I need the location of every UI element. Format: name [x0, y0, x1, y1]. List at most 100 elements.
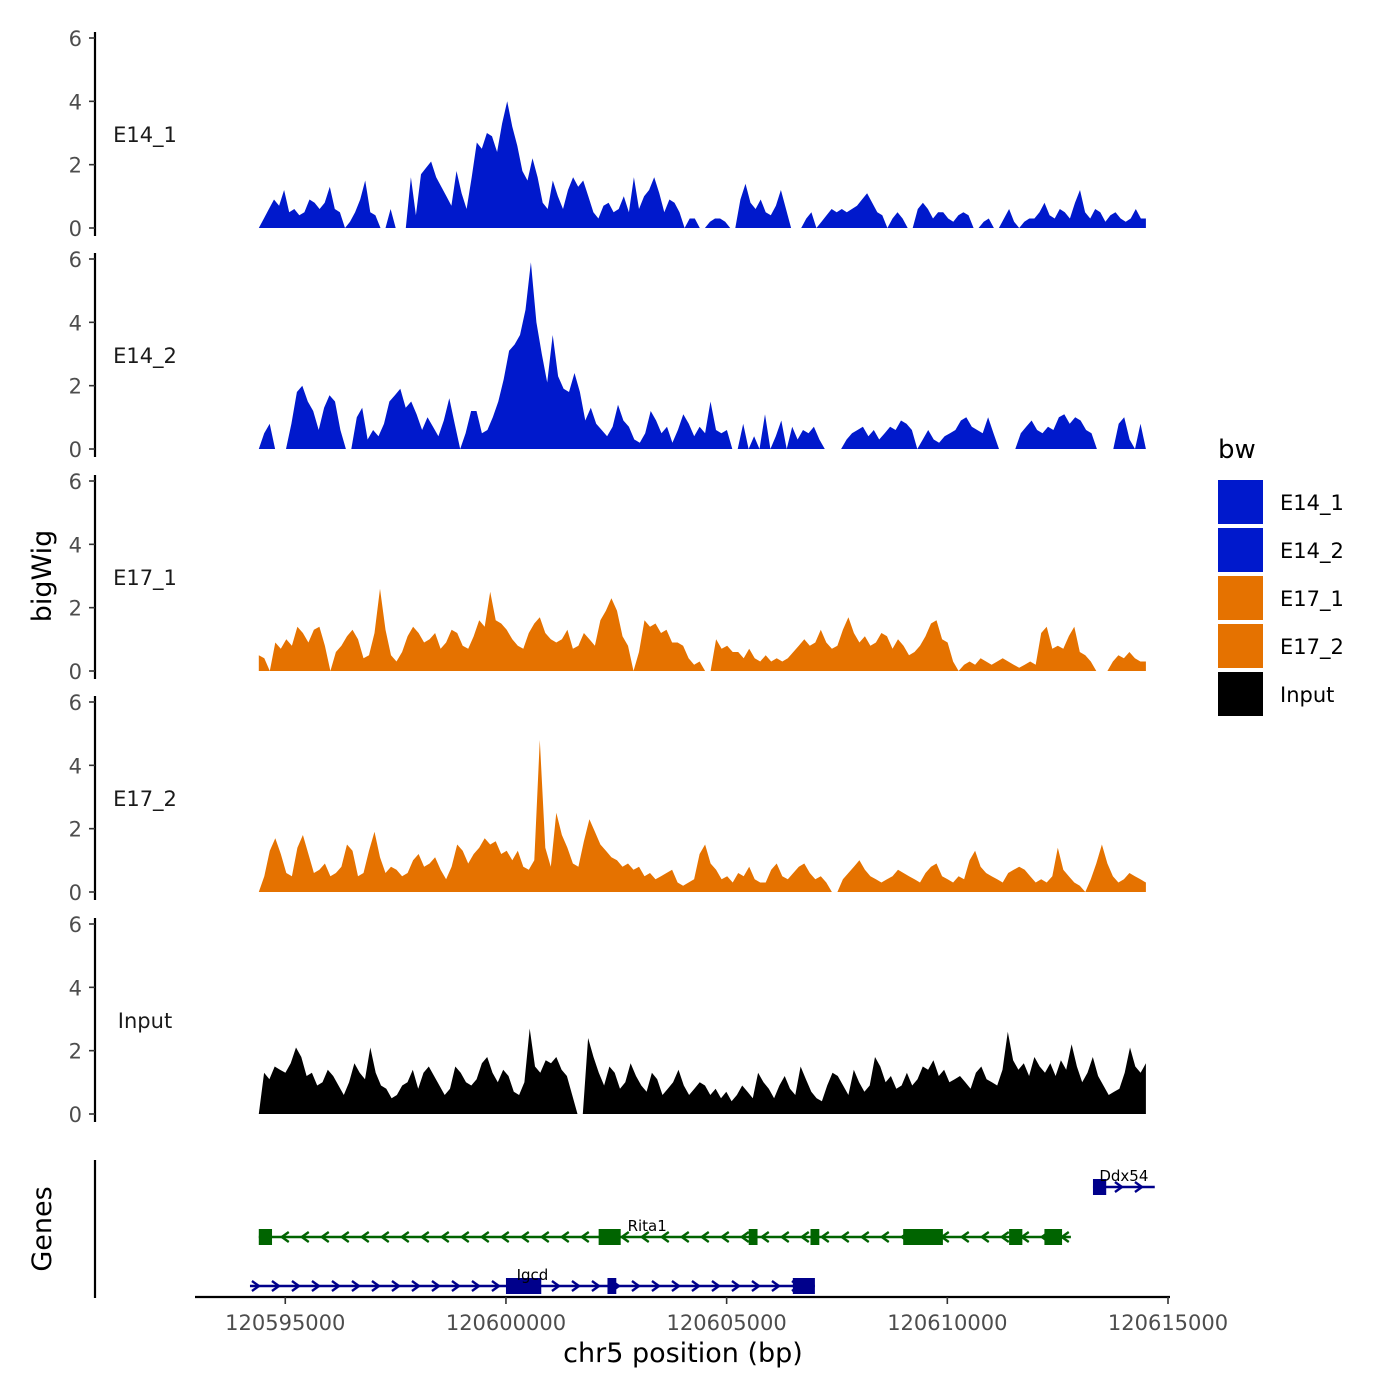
strand-arrow: [959, 1231, 970, 1243]
strand-arrow: [771, 1280, 782, 1292]
strand-arrow: [411, 1280, 422, 1292]
strand-arrow: [291, 1280, 302, 1292]
strand-arrow: [879, 1231, 890, 1243]
strand-arrow: [979, 1231, 990, 1243]
strand-arrow: [431, 1280, 442, 1292]
strand-arrow: [539, 1231, 550, 1243]
track-label-E14_2: E14_2: [113, 344, 177, 369]
y-tick-label: 2: [69, 375, 82, 399]
strand-arrow: [399, 1231, 410, 1243]
coverage-area-E14_1: [258, 101, 1146, 228]
strand-arrow: [639, 1231, 650, 1243]
y-tick-label: 0: [69, 881, 82, 905]
y-tick-label: 6: [69, 27, 82, 51]
strand-arrow: [631, 1280, 642, 1292]
strand-arrow: [479, 1231, 490, 1243]
strand-arrow: [751, 1280, 762, 1292]
strand-arrow: [711, 1280, 722, 1292]
strand-arrow: [779, 1231, 790, 1243]
track-label-E17_1: E17_1: [113, 566, 177, 591]
legend-key-E17_1: [1218, 576, 1263, 620]
gene-Ddx54: Ddx54: [1092, 1167, 1155, 1195]
legend-key-E14_2: [1218, 528, 1263, 572]
strand-arrow: [999, 1231, 1010, 1243]
coverage-area-E14_2: [258, 262, 1146, 449]
strand-arrow: [799, 1231, 810, 1243]
strand-arrow: [591, 1280, 602, 1292]
legend-key-E17_2: [1218, 624, 1263, 668]
strand-arrow: [719, 1231, 730, 1243]
strand-arrow: [459, 1231, 470, 1243]
strand-arrow: [679, 1231, 690, 1243]
legend-key-E14_1: [1218, 480, 1263, 524]
y-tick-label: 4: [69, 754, 82, 778]
strand-arrow: [419, 1231, 430, 1243]
strand-arrow: [451, 1280, 462, 1292]
strand-arrow: [839, 1231, 850, 1243]
y-tick-label: 2: [69, 1040, 82, 1064]
strand-arrow: [371, 1280, 382, 1292]
x-tick-label: 120610000: [887, 1311, 1007, 1335]
strand-arrow: [731, 1280, 742, 1292]
coverage-area-Input: [258, 1028, 1146, 1114]
exon-block: [810, 1229, 820, 1245]
y-tick-label: 6: [69, 470, 82, 494]
strand-arrow: [1134, 1181, 1145, 1193]
track-label-E14_1: E14_1: [113, 123, 177, 148]
strand-arrow: [1114, 1181, 1125, 1193]
track-E17_1: 0 2 4 6 E17_1: [69, 470, 1146, 684]
y-tick-label: 6: [69, 691, 82, 715]
strand-arrow: [699, 1231, 710, 1243]
x-axis: 120595000 120600000 120605000 120610000 1206…: [195, 1295, 1228, 1335]
strand-arrow: [491, 1280, 502, 1292]
y-tick-label: 4: [69, 976, 82, 1000]
coverage-tracks: 0 2 4 6 E14_1 0 2 4 6 E14_2 0 2 4 6 E17_1 0 2 4 6 E17_2 0 2 4 6…: [69, 27, 1146, 1127]
gene-label-Igcd: Igcd: [517, 1266, 549, 1284]
strand-arrow: [251, 1280, 262, 1292]
y-tick-label: 0: [69, 217, 82, 241]
exon-block: [1092, 1179, 1107, 1195]
strand-arrow: [619, 1231, 630, 1243]
exon-block: [258, 1229, 273, 1245]
y-tick-label: 4: [69, 533, 82, 557]
y-tick-label: 2: [69, 154, 82, 178]
x-axis-title: chr5 position (bp): [563, 1338, 803, 1369]
strand-arrow: [739, 1231, 750, 1243]
exon-block: [607, 1278, 617, 1294]
x-tick-label: 120600000: [446, 1311, 566, 1335]
strand-arrow: [391, 1280, 402, 1292]
strand-arrow: [271, 1280, 282, 1292]
strand-arrow: [471, 1280, 482, 1292]
strand-arrow: [579, 1231, 590, 1243]
strand-arrow: [559, 1231, 570, 1243]
track-label-E17_2: E17_2: [113, 787, 177, 812]
track-E14_2: 0 2 4 6 E14_2: [69, 248, 1146, 462]
legend-label-Input: Input: [1280, 683, 1334, 707]
legend-key-Input: [1218, 672, 1263, 716]
strand-arrow: [671, 1280, 682, 1292]
y-tick-label: 2: [69, 818, 82, 842]
gene-label-Ddx54: Ddx54: [1099, 1167, 1148, 1185]
track-label-Input: Input: [118, 1009, 172, 1033]
y-tick-label: 4: [69, 90, 82, 114]
y-axis-title: bigWig: [27, 530, 58, 623]
strand-arrow: [819, 1231, 830, 1243]
track-E17_2: 0 2 4 6 E17_2: [69, 691, 1146, 905]
y-tick-label: 6: [69, 248, 82, 272]
exon-block: [598, 1229, 621, 1245]
strand-arrow: [439, 1231, 450, 1243]
x-tick-label: 120615000: [1108, 1311, 1228, 1335]
strand-arrow: [499, 1231, 510, 1243]
track-Input: 0 2 4 6 Input: [69, 913, 1146, 1127]
strand-arrow: [859, 1231, 870, 1243]
x-tick-label: 120605000: [667, 1311, 787, 1335]
strand-arrow: [319, 1231, 330, 1243]
strand-arrow: [331, 1280, 342, 1292]
y-tick-label: 2: [69, 597, 82, 621]
coverage-area-E17_2: [258, 740, 1146, 892]
strand-arrow: [551, 1280, 562, 1292]
exon-block: [1044, 1229, 1063, 1245]
gene-track: Ddx54 Rita1 Igcd: [93, 1160, 1155, 1298]
strand-arrow: [571, 1280, 582, 1292]
